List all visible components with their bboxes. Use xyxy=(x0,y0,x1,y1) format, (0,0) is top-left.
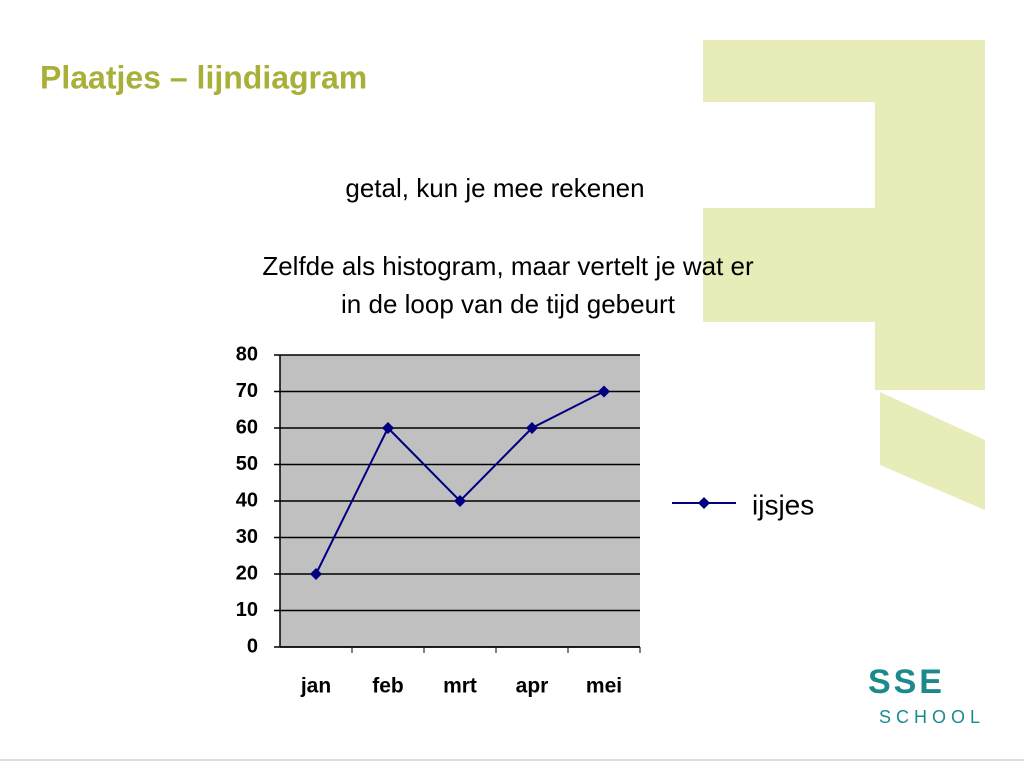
x-tick-label: mei xyxy=(586,675,622,698)
logo-text: SSE xyxy=(868,663,945,701)
data-point xyxy=(382,422,394,434)
y-tick-label: 60 xyxy=(236,416,258,438)
decoration xyxy=(703,40,985,510)
x-tick-label: apr xyxy=(516,675,549,698)
data-point xyxy=(454,495,466,507)
x-tick-label: jan xyxy=(300,675,331,698)
data-point xyxy=(526,422,538,434)
x-tick-label: mrt xyxy=(443,675,477,698)
data-point xyxy=(310,568,322,580)
y-tick-label: 50 xyxy=(236,453,258,475)
y-tick-label: 70 xyxy=(236,380,258,402)
deco-diagonal xyxy=(880,392,985,510)
slide-text: getal, kun je mee rekenen xyxy=(345,173,644,203)
logo-text: SCHOOL xyxy=(879,707,985,727)
slide-text: in de loop van de tijd gebeurt xyxy=(341,289,676,319)
deco-bar xyxy=(703,208,985,322)
slide-text: Zelfde als histogram, maar vertelt je wa… xyxy=(262,251,754,281)
x-tick-label: feb xyxy=(372,675,404,698)
y-tick-label: 40 xyxy=(236,489,258,511)
y-tick-label: 80 xyxy=(236,343,258,365)
data-point xyxy=(598,385,610,398)
legend-marker xyxy=(698,497,710,509)
chart: 0 10 20 30 40 50 60 70 80 jan feb mrt apr mei ijsjes xyxy=(236,343,814,697)
slide-title: Plaatjes – lijndiagram xyxy=(40,59,367,95)
y-tick-label: 20 xyxy=(236,562,258,584)
legend-label: ijsjes xyxy=(752,489,814,520)
y-tick-label: 0 xyxy=(247,635,258,657)
y-tick-label: 10 xyxy=(236,599,258,621)
y-tick-label: 30 xyxy=(236,526,258,548)
